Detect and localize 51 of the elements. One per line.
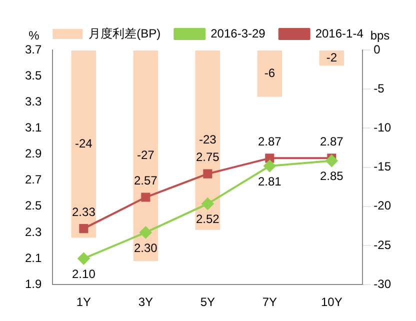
y-tick-label: 3.1 <box>24 120 42 135</box>
x-tick-label: 7Y <box>262 295 278 310</box>
y2-tick-label: -10 <box>374 120 392 135</box>
data-label: 2.87 <box>258 134 282 148</box>
x-tick-label: 5Y <box>200 295 216 310</box>
y2-tick-label: -20 <box>374 198 392 213</box>
y2-axis-title: bps <box>370 28 390 42</box>
data-label: 2.87 <box>320 134 344 148</box>
data-label: 2.33 <box>72 204 96 219</box>
y-tick-label: 2.9 <box>24 146 42 161</box>
point <box>140 226 152 238</box>
y2-tick-label: -5 <box>374 81 385 96</box>
y-tick-label: 2.7 <box>24 172 42 187</box>
data-label: -24 <box>75 136 93 150</box>
point <box>78 252 90 265</box>
data-label: 2.52 <box>196 212 220 226</box>
point <box>202 198 214 210</box>
y2-tick-label: -30 <box>374 276 392 291</box>
point <box>326 154 338 167</box>
legend-label: 2016-3-29 <box>210 26 266 40</box>
point <box>141 192 150 202</box>
data-label: 2.75 <box>196 150 220 164</box>
data-label: 2.10 <box>72 266 96 281</box>
point <box>79 224 88 234</box>
data-label: -6 <box>264 66 276 80</box>
y-tick-label: 2.3 <box>24 224 42 239</box>
data-label: -2 <box>326 50 338 64</box>
data-label: -23 <box>198 132 217 146</box>
y-tick-label: 3.3 <box>24 94 42 108</box>
data-label: 2.30 <box>134 240 158 255</box>
y-tick-label: 1.9 <box>24 276 42 291</box>
data-label: -27 <box>137 148 155 162</box>
y2-tick-label: -15 <box>374 160 392 174</box>
data-label: 2.85 <box>320 169 344 184</box>
y2-tick-label: -25 <box>374 238 392 252</box>
legend-label: 月度利差(BP) <box>88 26 161 40</box>
legend-label: 2016-1-4 <box>315 26 364 40</box>
y-tick-label: 2.1 <box>24 250 42 265</box>
data-label: 2.57 <box>134 174 158 188</box>
data-label: 2.81 <box>258 174 282 188</box>
x-tick-label: 3Y <box>138 295 154 310</box>
x-tick-label: 1Y <box>76 295 92 310</box>
y-tick-label: 2.5 <box>24 198 42 213</box>
x-tick-label: 10Y <box>320 295 342 310</box>
y-tick-label: 3.5 <box>24 68 42 82</box>
point <box>203 169 212 178</box>
y2-tick-label: 0 <box>374 42 381 56</box>
y-axis-title: % <box>28 28 40 42</box>
y-tick-label: 3.7 <box>24 42 42 56</box>
point <box>265 154 274 163</box>
point <box>264 160 276 172</box>
